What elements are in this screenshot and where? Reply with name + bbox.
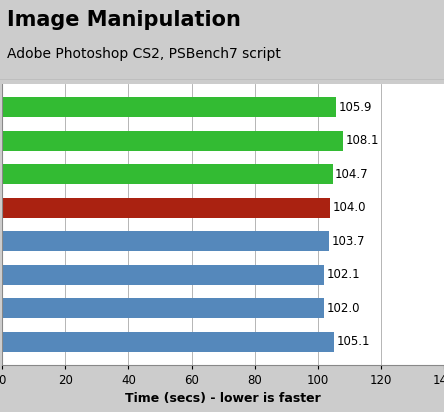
Bar (2, 97, 337, 117)
Text: 104.0: 104.0 (333, 201, 366, 214)
Text: 104.7: 104.7 (335, 168, 369, 181)
Text: 102.0: 102.0 (327, 302, 360, 315)
Text: 102.1: 102.1 (327, 268, 361, 281)
Text: 105.1: 105.1 (337, 335, 370, 348)
Text: 105.9: 105.9 (339, 101, 373, 114)
Text: Adobe Photoshop CS2, PSBench7 script: Adobe Photoshop CS2, PSBench7 script (7, 47, 281, 61)
Text: Image Manipulation: Image Manipulation (7, 9, 241, 30)
Text: 108.1: 108.1 (346, 134, 379, 147)
Bar (2, 164, 333, 184)
Bar (2, 332, 334, 352)
Bar (2, 131, 343, 151)
Bar (2, 198, 330, 218)
Bar (2, 298, 324, 318)
Bar (2, 231, 329, 251)
X-axis label: Time (secs) - lower is faster: Time (secs) - lower is faster (125, 392, 321, 405)
Bar (2, 265, 325, 285)
Text: 103.7: 103.7 (332, 235, 365, 248)
